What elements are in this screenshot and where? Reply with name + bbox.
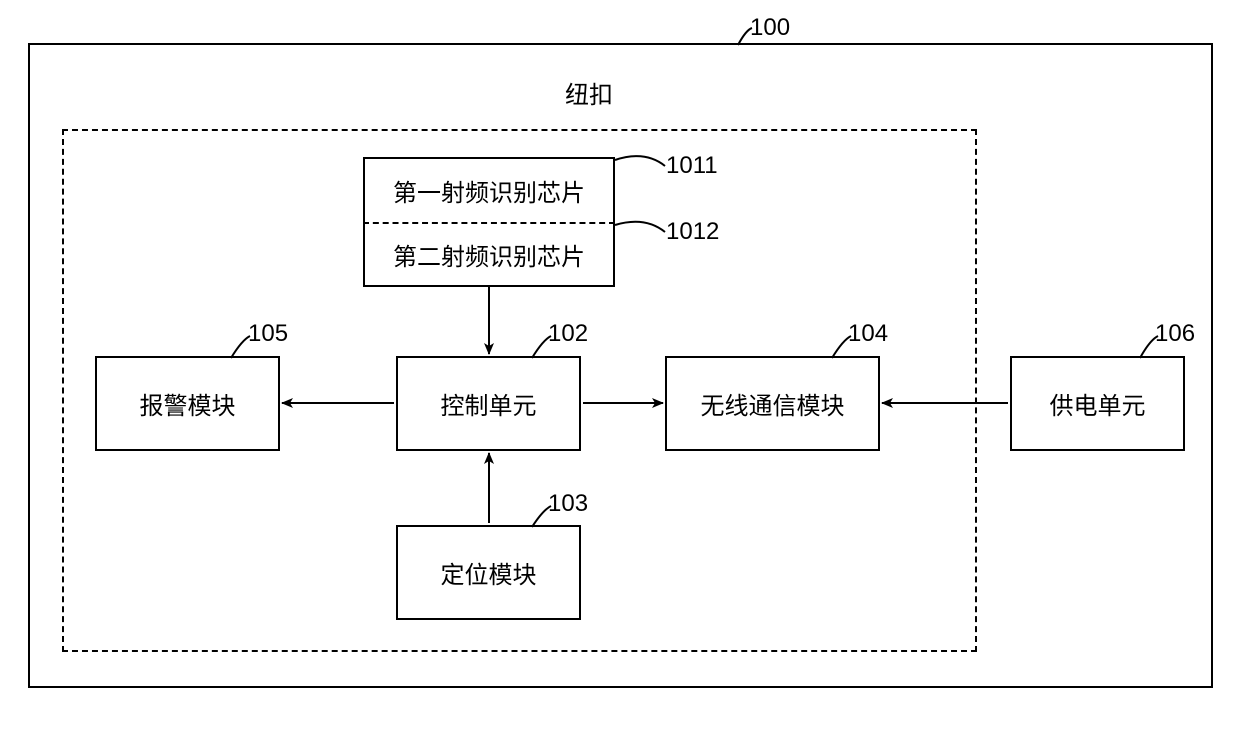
alarm-module-box: 报警模块 [95, 356, 280, 451]
rfid-chip-2-box: 第二射频识别芯片 [363, 222, 615, 287]
rfid-chip-2-label: 第二射频识别芯片 [393, 237, 585, 272]
wireless-module-label: 无线通信模块 [701, 386, 845, 421]
control-unit-box: 控制单元 [396, 356, 581, 451]
ref-105: 105 [248, 320, 288, 348]
power-unit-label: 供电单元 [1050, 386, 1146, 421]
rfid-chip-1-box: 第一射频识别芯片 [363, 157, 615, 222]
ref-1011: 1011 [666, 152, 718, 180]
control-unit-label: 控制单元 [441, 386, 537, 421]
diagram-title: 纽扣 [565, 75, 613, 110]
ref-103: 103 [548, 490, 588, 518]
power-unit-box: 供电单元 [1010, 356, 1185, 451]
diagram-canvas: 纽扣 第一射频识别芯片 第二射频识别芯片 报警模块 控制单元 无线通信模块 供电… [0, 0, 1240, 732]
ref-106: 106 [1155, 320, 1195, 348]
wireless-module-box: 无线通信模块 [665, 356, 880, 451]
locate-module-label: 定位模块 [441, 555, 537, 590]
ref-104: 104 [848, 320, 888, 348]
locate-module-box: 定位模块 [396, 525, 581, 620]
ref-100: 100 [750, 14, 790, 42]
ref-102: 102 [548, 320, 588, 348]
alarm-module-label: 报警模块 [140, 386, 236, 421]
ref-1012: 1012 [666, 218, 719, 246]
rfid-chip-1-label: 第一射频识别芯片 [393, 173, 585, 208]
